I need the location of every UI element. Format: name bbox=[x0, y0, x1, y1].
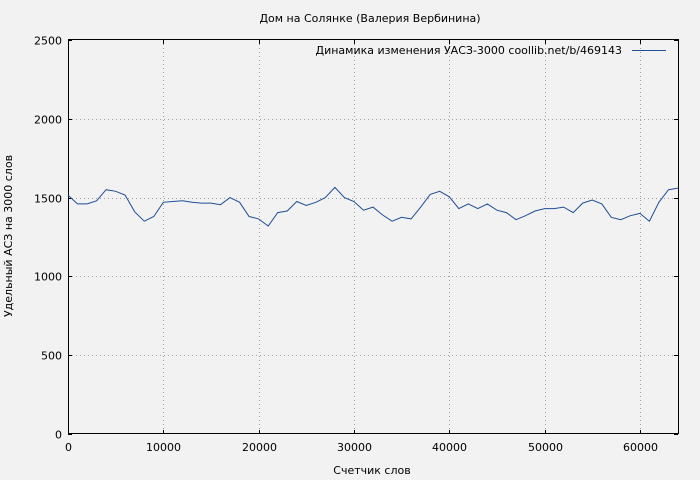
x-tick-label: 40000 bbox=[432, 441, 467, 454]
y-tick-label: 1500 bbox=[34, 193, 62, 206]
legend-label: Динамика изменения УАСЗ-3000 coollib.net… bbox=[316, 44, 623, 57]
y-tick-label: 2000 bbox=[34, 114, 62, 127]
x-tick-label: 50000 bbox=[528, 441, 563, 454]
series-layer bbox=[67, 186, 679, 227]
x-tick-label: 30000 bbox=[337, 441, 372, 454]
chart-title: Дом на Солянке (Валерия Вербинина) bbox=[259, 12, 480, 25]
x-axis-label: Счетчик слов bbox=[333, 464, 410, 477]
x-axis: 0 10000 20000 30000 40000 50000 60000 bbox=[65, 40, 658, 454]
x-tick-label: 10000 bbox=[146, 441, 181, 454]
grid bbox=[68, 40, 678, 434]
x-tick-label: 20000 bbox=[242, 441, 277, 454]
y-tick-label: 1000 bbox=[34, 271, 62, 284]
y-axis: 0 500 1000 1500 2000 2500 bbox=[34, 35, 678, 442]
x-tick-label: 60000 bbox=[623, 441, 658, 454]
series-line bbox=[67, 186, 679, 227]
y-tick-label: 500 bbox=[41, 350, 62, 363]
plot-frame bbox=[68, 39, 679, 434]
legend: Динамика изменения УАСЗ-3000 coollib.net… bbox=[316, 44, 666, 57]
y-tick-label: 2500 bbox=[34, 35, 62, 48]
y-axis-label: Удельный АСЗ на 3000 слов bbox=[2, 155, 15, 317]
y-tick-label: 0 bbox=[55, 429, 62, 442]
x-tick-label: 0 bbox=[65, 441, 72, 454]
